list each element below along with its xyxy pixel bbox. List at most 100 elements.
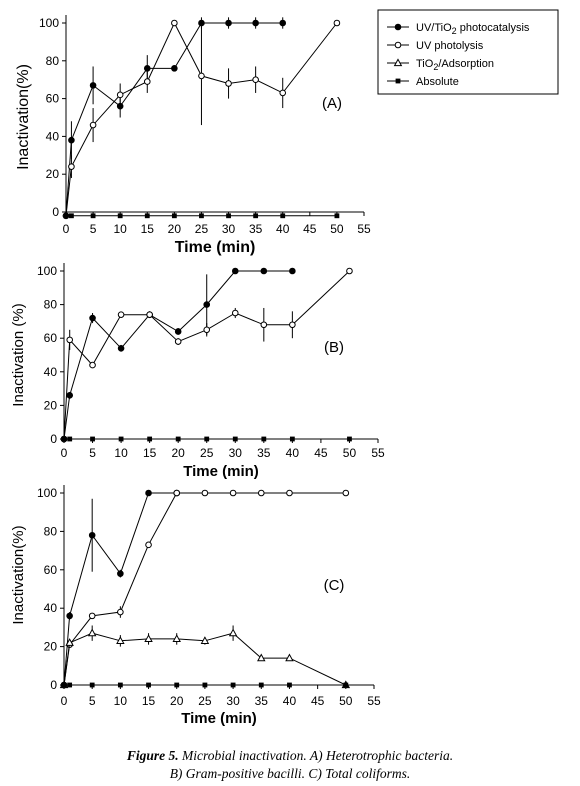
figure-caption-line2: B) Gram-positive bacilli. C) Total colif… [0, 766, 580, 782]
data-point [66, 612, 73, 620]
x-tick-label: 5 [89, 446, 96, 460]
data-point [89, 82, 97, 89]
x-tick-label: 10 [114, 694, 128, 708]
panel-label: (A) [322, 95, 342, 112]
data-point [285, 653, 294, 662]
x-tick-label: 15 [141, 222, 155, 236]
data-point [286, 489, 293, 497]
x-tick-label: 0 [63, 222, 70, 236]
series-filled-square [63, 213, 340, 219]
figure-caption-text2: B) Gram-positive bacilli. C) Total colif… [169, 766, 411, 781]
data-point [144, 213, 150, 219]
data-point [279, 19, 287, 27]
data-point [231, 267, 239, 275]
data-point [258, 682, 264, 688]
data-point [89, 682, 95, 688]
y-tick-label: 60 [46, 92, 60, 106]
x-tick-label: 35 [257, 446, 271, 460]
data-point [232, 436, 238, 442]
y-tick-label: 100 [37, 486, 57, 500]
data-point [145, 541, 152, 549]
data-point [342, 489, 350, 497]
x-axis-label: Time (min) [183, 463, 259, 480]
data-point [289, 436, 295, 442]
data-point [116, 91, 124, 99]
legend-marker [394, 23, 402, 31]
y-tick-label: 20 [44, 640, 58, 654]
data-point [279, 89, 287, 97]
x-tick-label: 15 [142, 694, 156, 708]
y-tick-label: 80 [44, 298, 58, 312]
x-tick-label: 35 [255, 694, 269, 708]
data-point [146, 682, 151, 688]
data-point [333, 19, 341, 27]
x-tick-label: 40 [276, 222, 290, 236]
data-point [90, 436, 95, 442]
data-point [343, 682, 349, 688]
x-tick-label: 45 [314, 446, 328, 460]
data-point [200, 636, 210, 644]
data-point [201, 489, 209, 497]
y-axis-label: Inactivation(%) [10, 525, 27, 624]
legend-label: UV photolysis [416, 40, 484, 52]
legend-entry: TiO2/Adsorption [387, 58, 494, 72]
y-tick-label: 40 [44, 365, 58, 379]
data-point [118, 436, 124, 442]
data-point [145, 489, 152, 497]
y-tick-label: 80 [44, 524, 58, 538]
y-tick-label: 60 [44, 331, 58, 345]
series-open-circle [62, 19, 341, 220]
data-point [67, 682, 73, 688]
data-point [172, 634, 181, 643]
data-point [334, 213, 340, 219]
data-point [198, 19, 205, 27]
data-point [252, 19, 259, 27]
y-tick-label: 0 [50, 432, 57, 446]
data-point [257, 653, 266, 662]
series-open-triangle [59, 625, 351, 689]
series-line [63, 492, 346, 686]
data-point [117, 608, 124, 616]
data-point [260, 267, 268, 275]
data-point [225, 80, 232, 87]
data-point [174, 338, 182, 345]
series-filled-square [61, 436, 352, 442]
data-point [260, 321, 268, 329]
series-line [63, 492, 177, 686]
x-tick-label: 45 [311, 694, 325, 708]
x-tick-label: 30 [226, 694, 240, 708]
data-point [230, 682, 236, 688]
data-point [199, 213, 204, 219]
data-point [289, 267, 296, 275]
legend: UV/TiO2 photocatalysis UV photolysis TiO2/… [377, 9, 559, 95]
data-point [117, 213, 123, 219]
x-tick-label: 20 [168, 222, 182, 236]
x-tick-label: 55 [367, 694, 381, 708]
data-point [143, 78, 151, 85]
x-tick-label: 40 [286, 446, 300, 460]
x-tick-label: 10 [114, 222, 128, 236]
data-point [173, 489, 181, 497]
legend-label: Absolute [416, 76, 459, 88]
x-tick-label: 25 [195, 222, 209, 236]
y-tick-label: 40 [46, 129, 60, 143]
y-tick-label: 40 [44, 601, 58, 615]
x-tick-label: 5 [89, 694, 96, 708]
data-point [68, 136, 75, 144]
y-tick-label: 20 [46, 167, 60, 181]
chart-panel-b: 0 20 40 60 80 100 0 5 10 15 20 25 30 35 40 45 50 55 Time (… [10, 263, 385, 480]
data-point [253, 213, 259, 219]
series-filled-circle [60, 267, 296, 443]
data-point [174, 682, 180, 688]
data-point [175, 436, 181, 442]
data-point [174, 328, 182, 335]
legend-label: UV/TiO2 photocatalysis [416, 22, 530, 36]
x-axis-label: Time (min) [181, 710, 257, 727]
data-point [66, 392, 74, 399]
data-point [117, 344, 125, 352]
x-tick-label: 50 [339, 694, 353, 708]
x-tick-label: 20 [172, 446, 186, 460]
legend-marker [393, 58, 403, 67]
data-point [147, 436, 153, 442]
